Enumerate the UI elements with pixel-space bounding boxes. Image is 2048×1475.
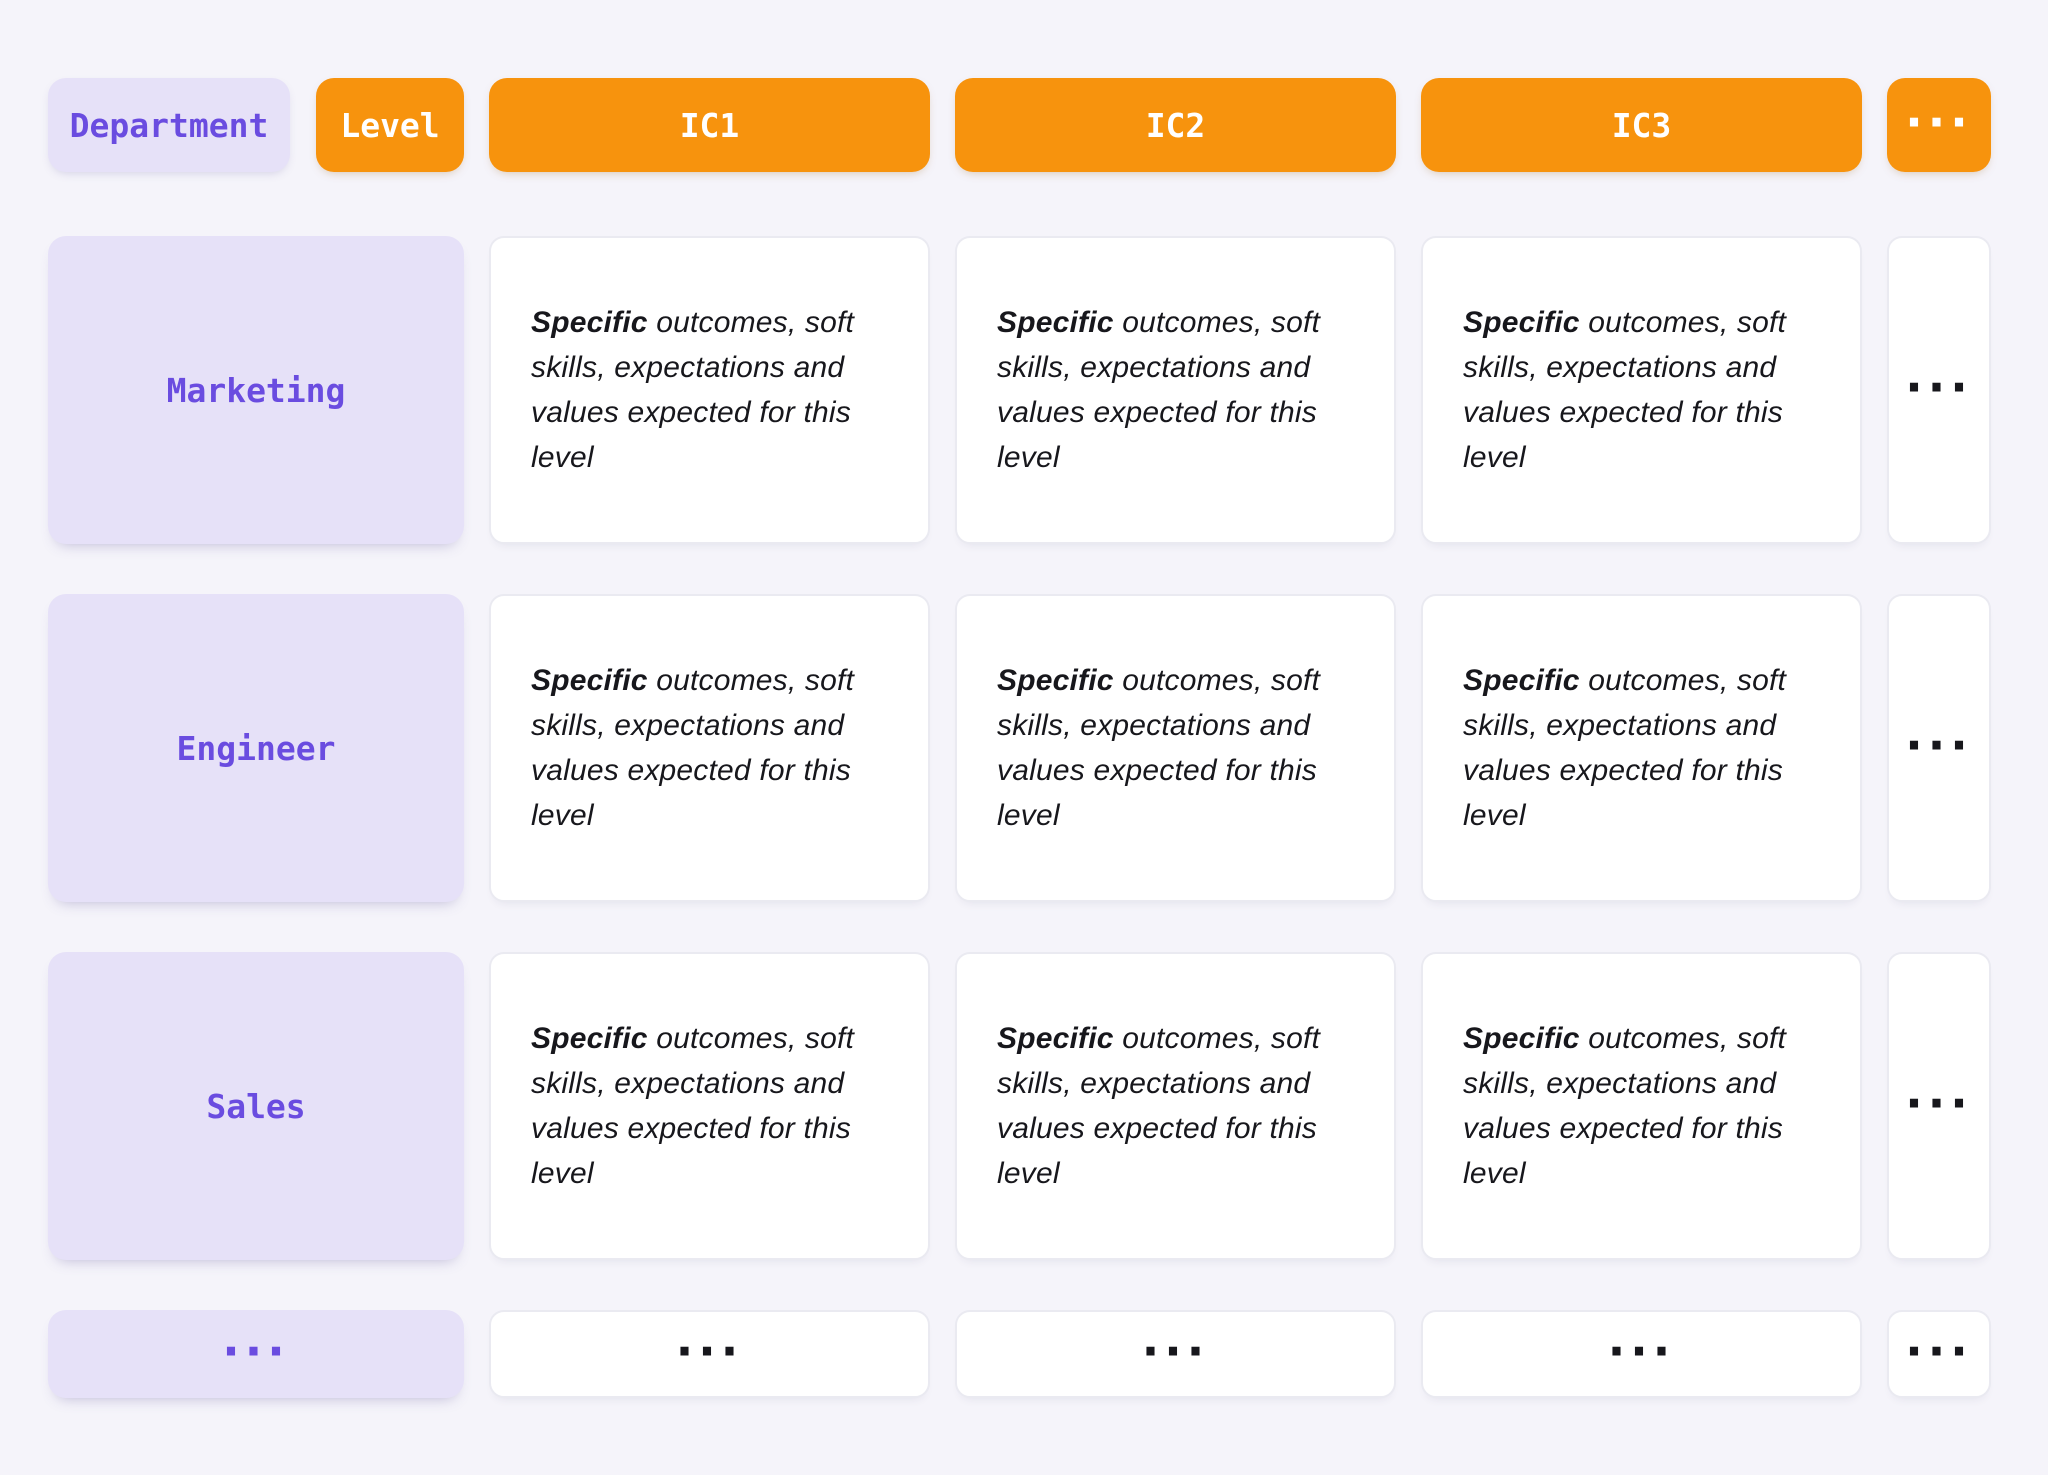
more-cell-ellipsis-icon: ... xyxy=(675,1312,744,1367)
matrix-body: Marketing Specific outcomes, soft skills… xyxy=(48,236,1991,1398)
cell-marketing-ic2: Specific outcomes, soft skills, expectat… xyxy=(955,236,1396,544)
cell-description-bold: Specific xyxy=(1463,664,1580,697)
column-header-ic2-label: IC2 xyxy=(1145,105,1206,145)
cell-description-bold: Specific xyxy=(1463,1022,1580,1055)
cell-description-bold: Specific xyxy=(997,1022,1114,1055)
more-cell-ellipsis-icon: ... xyxy=(1905,706,1973,761)
cell-description-rest: outcomes, soft skills, expectations and … xyxy=(531,1022,855,1190)
more-cell-ellipsis-icon: ... xyxy=(1905,1312,1973,1367)
cell-description-rest: outcomes, soft skills, expectations and … xyxy=(997,1022,1321,1190)
cell-description: Specific outcomes, soft skills, expectat… xyxy=(531,300,888,480)
cell-description-bold: Specific xyxy=(997,664,1114,697)
cell-description: Specific outcomes, soft skills, expectat… xyxy=(531,658,888,838)
cell-sales-ic1: Specific outcomes, soft skills, expectat… xyxy=(489,952,930,1260)
cell-engineer-ic2: Specific outcomes, soft skills, expectat… xyxy=(955,594,1396,902)
cell-sales-more: ... xyxy=(1887,952,1991,1260)
row-label-marketing-text: Marketing xyxy=(166,370,346,410)
more-cell-ellipsis-icon: ... xyxy=(1607,1312,1676,1367)
row-label-engineer-text: Engineer xyxy=(176,728,336,768)
row-label-engineer: Engineer xyxy=(48,594,464,902)
cell-marketing-ic3: Specific outcomes, soft skills, expectat… xyxy=(1421,236,1862,544)
cell-description-rest: outcomes, soft skills, expectations and … xyxy=(997,306,1321,474)
cell-more-more: ... xyxy=(1887,1310,1991,1398)
cell-engineer-ic1: Specific outcomes, soft skills, expectat… xyxy=(489,594,930,902)
cell-description-rest: outcomes, soft skills, expectations and … xyxy=(1463,306,1787,474)
cell-description-bold: Specific xyxy=(531,1022,648,1055)
cell-description-rest: outcomes, soft skills, expectations and … xyxy=(1463,1022,1787,1190)
cell-sales-ic3: Specific outcomes, soft skills, expectat… xyxy=(1421,952,1862,1260)
cell-description-rest: outcomes, soft skills, expectations and … xyxy=(1463,664,1787,832)
cell-more-ic1: ... xyxy=(489,1310,930,1398)
cell-marketing-ic1: Specific outcomes, soft skills, expectat… xyxy=(489,236,930,544)
cell-description: Specific outcomes, soft skills, expectat… xyxy=(997,300,1354,480)
more-rows-ellipsis-icon: ... xyxy=(222,1312,290,1367)
row-label-sales-text: Sales xyxy=(206,1086,306,1126)
cell-description-bold: Specific xyxy=(997,306,1114,339)
cell-more-ic3: ... xyxy=(1421,1310,1862,1398)
level-header-label: Level xyxy=(340,105,440,145)
row-label-sales: Sales xyxy=(48,952,464,1260)
column-header-ic2: IC2 xyxy=(955,78,1396,172)
level-header-pill: Level xyxy=(316,78,464,172)
career-matrix-diagram: Department Level IC1 IC2 IC3 ... Marketi… xyxy=(48,78,1991,1398)
cell-sales-ic2: Specific outcomes, soft skills, expectat… xyxy=(955,952,1396,1260)
more-columns-ellipsis-icon: ... xyxy=(1905,83,1973,138)
cell-description-bold: Specific xyxy=(531,664,648,697)
row-label-more: ... xyxy=(48,1310,464,1398)
cell-description: Specific outcomes, soft skills, expectat… xyxy=(1463,1016,1820,1196)
more-cell-ellipsis-icon: ... xyxy=(1905,1064,1973,1119)
cell-description-bold: Specific xyxy=(1463,306,1580,339)
cell-description-rest: outcomes, soft skills, expectations and … xyxy=(997,664,1321,832)
cell-more-ic2: ... xyxy=(955,1310,1396,1398)
cell-description: Specific outcomes, soft skills, expectat… xyxy=(997,658,1354,838)
column-header-more: ... xyxy=(1887,78,1991,172)
row-label-marketing: Marketing xyxy=(48,236,464,544)
cell-description: Specific outcomes, soft skills, expectat… xyxy=(997,1016,1354,1196)
cell-engineer-ic3: Specific outcomes, soft skills, expectat… xyxy=(1421,594,1862,902)
cell-engineer-more: ... xyxy=(1887,594,1991,902)
cell-description-bold: Specific xyxy=(531,306,648,339)
column-header-ic1-label: IC1 xyxy=(679,105,740,145)
cell-description: Specific outcomes, soft skills, expectat… xyxy=(1463,658,1820,838)
cell-description-rest: outcomes, soft skills, expectations and … xyxy=(531,664,855,832)
department-header-label: Department xyxy=(69,105,269,145)
cell-description-rest: outcomes, soft skills, expectations and … xyxy=(531,306,855,474)
column-header-ic3-label: IC3 xyxy=(1611,105,1672,145)
more-cell-ellipsis-icon: ... xyxy=(1141,1312,1210,1367)
header-corner-group: Department Level xyxy=(48,78,464,172)
cell-description: Specific outcomes, soft skills, expectat… xyxy=(531,1016,888,1196)
department-header-pill: Department xyxy=(48,78,290,172)
more-cell-ellipsis-icon: ... xyxy=(1905,348,1973,403)
column-header-ic3: IC3 xyxy=(1421,78,1862,172)
cell-description: Specific outcomes, soft skills, expectat… xyxy=(1463,300,1820,480)
column-header-ic1: IC1 xyxy=(489,78,930,172)
cell-marketing-more: ... xyxy=(1887,236,1991,544)
matrix-header-row: Department Level IC1 IC2 IC3 ... xyxy=(48,78,1991,172)
